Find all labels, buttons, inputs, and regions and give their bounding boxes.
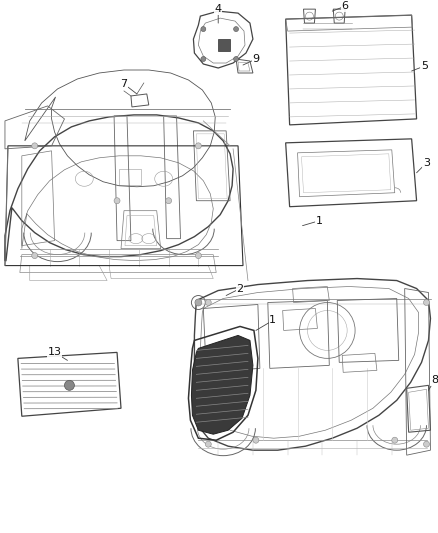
Text: 6: 6 (332, 1, 349, 11)
Text: 4: 4 (215, 4, 222, 23)
Circle shape (195, 143, 201, 149)
Circle shape (195, 299, 202, 306)
Polygon shape (191, 335, 253, 434)
Circle shape (205, 441, 211, 447)
Circle shape (32, 253, 38, 259)
Text: 1: 1 (303, 216, 323, 225)
Circle shape (201, 27, 206, 31)
Circle shape (424, 300, 430, 305)
Circle shape (195, 253, 201, 259)
Circle shape (32, 143, 38, 149)
Text: 1: 1 (256, 316, 276, 330)
Circle shape (392, 437, 398, 443)
Text: 13: 13 (48, 348, 67, 360)
Bar (119, 169, 141, 185)
Circle shape (64, 381, 74, 390)
Circle shape (201, 56, 206, 61)
Circle shape (114, 198, 120, 204)
Circle shape (253, 437, 259, 443)
Circle shape (166, 198, 172, 204)
Circle shape (233, 27, 239, 31)
Text: 9: 9 (243, 54, 259, 65)
Text: 3: 3 (417, 158, 430, 173)
Circle shape (205, 300, 211, 305)
Circle shape (233, 56, 239, 61)
Text: 2: 2 (226, 284, 244, 295)
Text: 5: 5 (412, 61, 428, 71)
Polygon shape (218, 39, 230, 51)
Text: 7: 7 (120, 79, 137, 94)
Circle shape (424, 441, 430, 447)
Text: 8: 8 (428, 375, 438, 390)
